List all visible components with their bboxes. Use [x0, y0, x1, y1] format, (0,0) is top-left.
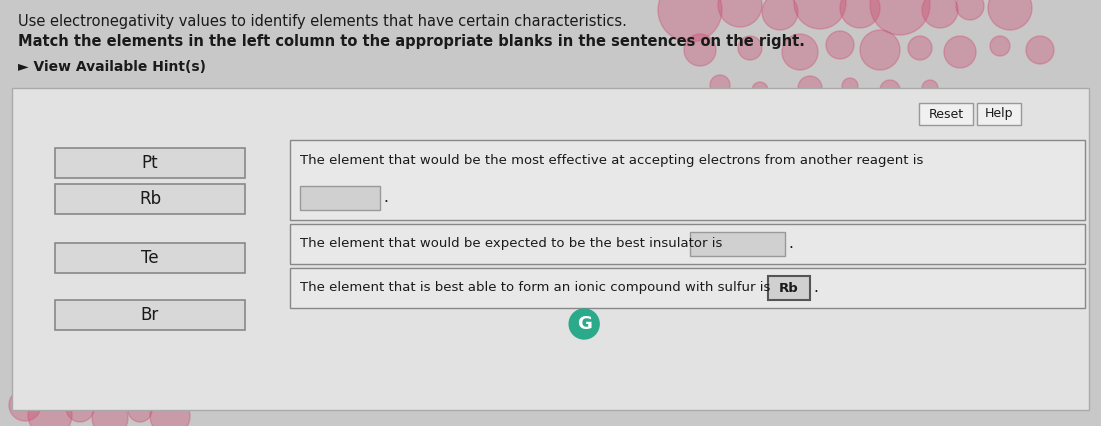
Circle shape [842, 78, 858, 94]
Circle shape [92, 400, 128, 426]
Circle shape [990, 36, 1010, 56]
Text: Rb: Rb [780, 282, 799, 294]
Text: Reset: Reset [928, 107, 963, 121]
Circle shape [658, 0, 722, 42]
Circle shape [752, 82, 768, 98]
FancyBboxPatch shape [977, 103, 1021, 125]
Circle shape [922, 80, 938, 96]
Circle shape [66, 394, 94, 422]
Circle shape [794, 0, 846, 29]
Circle shape [762, 0, 798, 30]
FancyBboxPatch shape [12, 88, 1089, 410]
Circle shape [956, 0, 984, 20]
Text: Pt: Pt [142, 154, 159, 172]
Circle shape [908, 36, 933, 60]
Circle shape [860, 30, 900, 70]
Circle shape [870, 0, 930, 35]
Circle shape [826, 31, 854, 59]
FancyBboxPatch shape [290, 140, 1084, 220]
Text: The element that would be expected to be the best insulator is: The element that would be expected to be… [299, 238, 722, 250]
Circle shape [150, 396, 190, 426]
FancyBboxPatch shape [290, 268, 1084, 308]
Text: ► View Available Hint(s): ► View Available Hint(s) [18, 60, 206, 74]
Text: .: . [383, 190, 388, 205]
FancyBboxPatch shape [55, 148, 246, 178]
Circle shape [782, 34, 818, 70]
Circle shape [569, 309, 599, 339]
FancyBboxPatch shape [919, 103, 973, 125]
Circle shape [9, 389, 41, 421]
Circle shape [988, 0, 1032, 30]
Circle shape [880, 80, 900, 100]
FancyBboxPatch shape [55, 300, 246, 330]
Circle shape [738, 36, 762, 60]
Circle shape [798, 76, 822, 100]
Circle shape [710, 75, 730, 95]
FancyBboxPatch shape [690, 232, 785, 256]
Circle shape [718, 0, 762, 27]
FancyBboxPatch shape [290, 224, 1084, 264]
Circle shape [28, 393, 72, 426]
Text: The element that is best able to form an ionic compound with sulfur is: The element that is best able to form an… [299, 282, 771, 294]
Text: G: G [577, 315, 591, 333]
Circle shape [684, 34, 716, 66]
Text: Use electronegativity values to identify elements that have certain characterist: Use electronegativity values to identify… [18, 14, 626, 29]
Circle shape [128, 398, 152, 422]
Text: Br: Br [141, 306, 160, 324]
Circle shape [944, 36, 975, 68]
Text: Help: Help [984, 107, 1013, 121]
FancyBboxPatch shape [55, 184, 246, 214]
Text: The element that would be the most effective at accepting electrons from another: The element that would be the most effec… [299, 154, 924, 167]
FancyBboxPatch shape [768, 276, 810, 300]
Text: .: . [788, 236, 793, 251]
FancyBboxPatch shape [299, 186, 380, 210]
Text: .: . [813, 280, 818, 296]
FancyBboxPatch shape [55, 243, 246, 273]
Text: Te: Te [141, 249, 159, 267]
Circle shape [1026, 36, 1054, 64]
Text: Match the elements in the left column to the appropriate blanks in the sentences: Match the elements in the left column to… [18, 34, 805, 49]
Circle shape [840, 0, 880, 28]
Circle shape [922, 0, 958, 28]
Text: Rb: Rb [139, 190, 161, 208]
